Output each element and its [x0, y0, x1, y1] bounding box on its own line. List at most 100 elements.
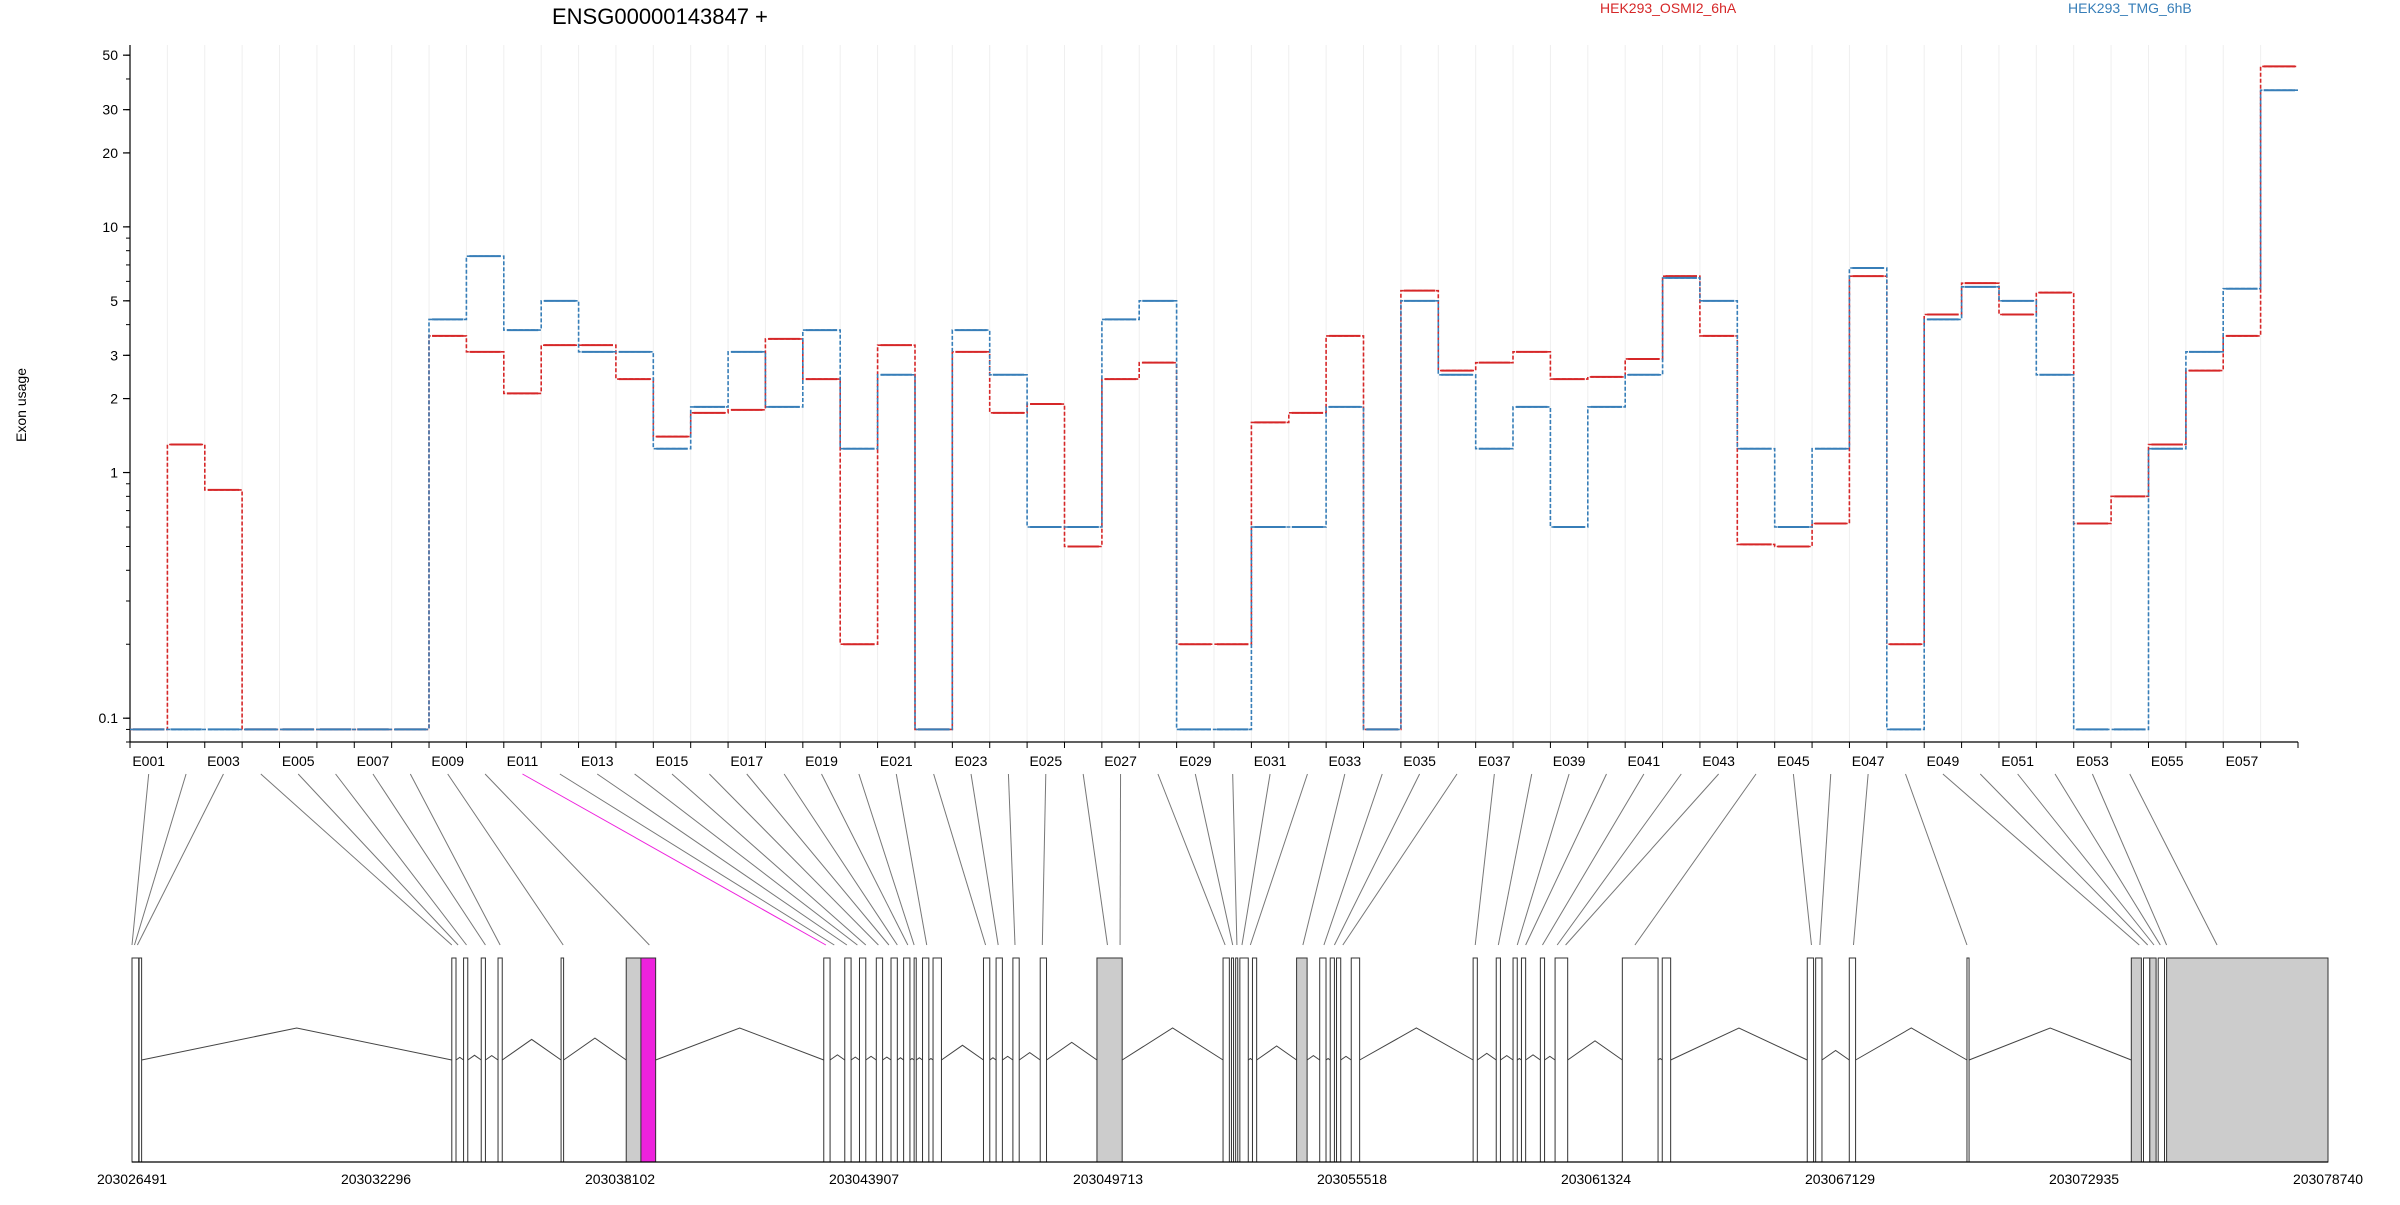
connector-line [448, 774, 563, 945]
exon-box [1555, 958, 1568, 1162]
connector-line [1517, 774, 1569, 945]
exon-box [824, 958, 830, 1162]
connector-line [1853, 774, 1868, 945]
exon-box [1849, 958, 1855, 1162]
genomic-coordinate-label: 203072935 [2049, 1171, 2119, 1187]
exon-box [876, 958, 882, 1162]
connector-line [522, 774, 825, 945]
exon-connectors [132, 774, 2217, 945]
intron [1500, 1056, 1513, 1060]
intron [1671, 1028, 1808, 1060]
exon-label: E045 [1777, 753, 1810, 769]
exon-label: E043 [1702, 753, 1735, 769]
exon-box [641, 958, 656, 1162]
intron [916, 1058, 922, 1060]
exon-label: E021 [880, 753, 913, 769]
genomic-coordinate-label: 203049713 [1073, 1171, 1143, 1187]
genomic-coordinate-label: 203038102 [585, 1171, 655, 1187]
exon-label: E009 [431, 753, 464, 769]
y-tick-label: 3 [110, 347, 118, 363]
exon-box [1807, 958, 1813, 1162]
connector-line [635, 774, 858, 945]
intron [1568, 1041, 1623, 1060]
exon-box [1662, 958, 1670, 1162]
y-tick-label: 50 [102, 47, 118, 63]
connector-line [1475, 774, 1494, 945]
connector-line [2018, 774, 2154, 945]
exon-box [1013, 958, 1019, 1162]
intron [1517, 1059, 1521, 1060]
connector-line [1083, 774, 1107, 945]
connector-line [1542, 774, 1643, 945]
exon-box [1521, 958, 1525, 1162]
exon-label: E055 [2151, 753, 2184, 769]
vertical-grid [167, 45, 2260, 742]
exon-label: E049 [1927, 753, 1960, 769]
exon-box [2143, 958, 2149, 1162]
connector-line [934, 774, 986, 945]
y-tick-label: 5 [110, 293, 118, 309]
connector-line [2055, 774, 2160, 945]
intron [1856, 1028, 1967, 1060]
intron [1822, 1050, 1849, 1060]
intron [656, 1028, 824, 1060]
exon-label: E047 [1852, 753, 1885, 769]
exon-box [1967, 958, 1969, 1162]
genomic-coordinate-label: 203055518 [1317, 1171, 1387, 1187]
legend-label-tmg: HEK293_TMG_6hB [2068, 0, 2192, 16]
intron [1526, 1055, 1541, 1060]
intron [468, 1055, 481, 1060]
gene-model [132, 958, 2328, 1162]
exon-label: E007 [357, 753, 390, 769]
exon-box [1351, 958, 1359, 1162]
connector-line [822, 774, 908, 945]
exon-box [1223, 958, 1229, 1162]
connector-line [2130, 774, 2217, 945]
connector-line [1250, 774, 1307, 945]
genomic-coordinate-label: 203067129 [1805, 1171, 1875, 1187]
exon-box [904, 958, 910, 1162]
exon-box [2131, 958, 2141, 1162]
genomic-coordinate-label: 203043907 [829, 1171, 899, 1187]
intron [1360, 1028, 1473, 1060]
y-tick-label: 10 [102, 219, 118, 235]
connector-line [1526, 774, 1607, 945]
exon-box [1816, 958, 1822, 1162]
y-axis-label: Exon usage [13, 368, 29, 442]
connector-line [1303, 774, 1345, 945]
y-tick-label: 20 [102, 145, 118, 161]
exon-label: E053 [2076, 753, 2109, 769]
intron [866, 1056, 877, 1060]
exon-box [452, 958, 456, 1162]
intron [1326, 1059, 1330, 1060]
exon-box [1513, 958, 1517, 1162]
intron [897, 1058, 903, 1060]
exon-box [2150, 958, 2156, 1162]
connector-line [971, 774, 998, 945]
intron [883, 1057, 891, 1060]
connector-line [1343, 774, 1457, 945]
intron [456, 1057, 464, 1060]
y-tick-label: 2 [110, 391, 118, 407]
connector-line [261, 774, 452, 945]
exon-box [845, 958, 851, 1162]
connector-line [1498, 774, 1531, 945]
chart-title: ENSG00000143847 + [552, 4, 768, 29]
connector-line [1242, 774, 1270, 945]
intron [1002, 1056, 1013, 1060]
y-tick-label: 30 [102, 102, 118, 118]
exon-box [132, 958, 139, 1162]
exon-box [139, 958, 142, 1162]
intron [502, 1039, 561, 1060]
connector-line [1158, 774, 1225, 945]
connector-line [1820, 774, 1831, 945]
exon-label: E039 [1553, 753, 1586, 769]
exon-label: E019 [805, 753, 838, 769]
exon-box [1622, 958, 1658, 1162]
intron [485, 1056, 498, 1060]
exon-box [983, 958, 989, 1162]
connector-line [597, 774, 847, 945]
exon-box [1540, 958, 1544, 1162]
exon-box [2167, 958, 2328, 1162]
